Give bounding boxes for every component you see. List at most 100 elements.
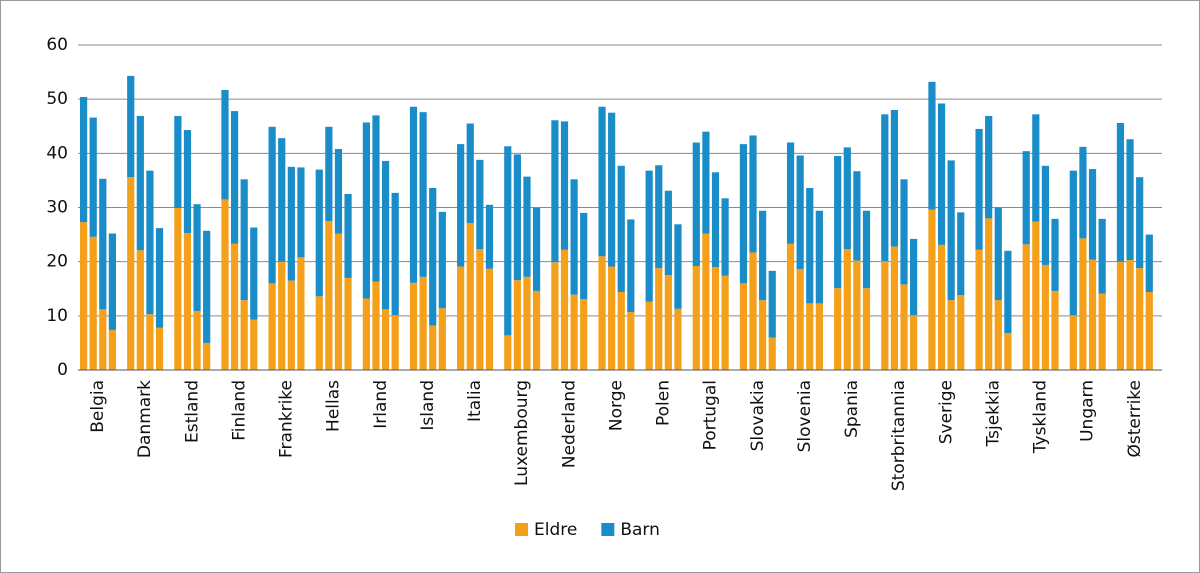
- x-tick-label: Tyskland: [1031, 380, 1051, 454]
- bar-segment: [947, 160, 955, 301]
- bar-segment: [1126, 139, 1134, 261]
- bar-segment: [692, 266, 700, 370]
- bar-segment: [862, 210, 871, 289]
- y-tick-label: 40: [46, 143, 68, 163]
- bar-segment: [560, 121, 569, 250]
- bar-segment: [268, 283, 276, 370]
- bar-segment: [1032, 221, 1040, 370]
- bar-segment: [617, 292, 625, 370]
- bar-segment: [240, 179, 248, 301]
- bar-segment: [315, 169, 323, 297]
- bar-segment: [768, 337, 776, 370]
- bar-segment: [608, 266, 616, 370]
- bar-segment: [523, 176, 531, 277]
- bar-segment: [1136, 177, 1144, 269]
- bar-segment: [250, 319, 258, 370]
- bar-segment: [136, 115, 144, 251]
- bar-segment: [570, 179, 578, 295]
- bar-segment: [513, 154, 521, 281]
- x-tick-label: Irland: [371, 380, 391, 429]
- bar-segment: [608, 112, 616, 267]
- bar-segment: [947, 300, 955, 370]
- bar-segment: [702, 131, 710, 234]
- bar-segment: [570, 294, 578, 370]
- bar-segment: [617, 165, 625, 292]
- y-tick-label: 60: [46, 35, 68, 55]
- bar-segment: [721, 275, 729, 370]
- bar-segment: [598, 256, 606, 370]
- bar-segment: [768, 270, 776, 338]
- bar-segment: [485, 204, 494, 269]
- bar-segment: [381, 160, 390, 310]
- bar-segment: [890, 110, 899, 247]
- bar-segment: [523, 276, 531, 370]
- bar-segment: [193, 310, 201, 370]
- bar-segment: [80, 97, 88, 223]
- bar-segment: [108, 233, 116, 330]
- bar-segment: [759, 210, 767, 301]
- bar-segment: [739, 283, 748, 370]
- bar-segment: [391, 315, 399, 370]
- x-tick-label: Spania: [842, 380, 862, 438]
- y-tick-label: 0: [57, 360, 68, 380]
- bar-segment: [466, 223, 474, 370]
- bar-segment: [928, 81, 936, 210]
- bar-segment: [721, 198, 729, 276]
- bar-segment: [1088, 259, 1097, 370]
- bar-segment: [221, 199, 229, 370]
- bar-segment: [994, 300, 1002, 370]
- bar-segment: [853, 260, 861, 370]
- bar-segment: [146, 314, 154, 370]
- bar-segment: [957, 295, 965, 370]
- bar-segment: [580, 299, 588, 370]
- bar-segment: [476, 159, 484, 250]
- bar-segment: [674, 308, 682, 370]
- x-tick-label: Belgia: [88, 380, 108, 433]
- bar-segment: [1116, 261, 1125, 370]
- bar-segment: [645, 301, 653, 370]
- bar-segment: [419, 276, 427, 370]
- bar-segment: [862, 288, 871, 370]
- bar-segment: [843, 147, 851, 250]
- bar-segment: [928, 209, 936, 370]
- bar-segment: [806, 303, 814, 370]
- bar-segment: [1022, 151, 1030, 245]
- bar-segment: [504, 146, 512, 336]
- bar-segment: [551, 120, 559, 263]
- bar-segment: [127, 75, 135, 178]
- bar-segment: [325, 221, 333, 370]
- bar-segment: [664, 275, 672, 370]
- x-tick-label: Norge: [606, 380, 626, 431]
- x-tick-label: Frankrike: [277, 380, 297, 458]
- bar-segment: [645, 170, 653, 302]
- bar-segment: [230, 111, 239, 244]
- bar-segment: [127, 177, 135, 370]
- bar-segment: [655, 165, 663, 269]
- bar-segment: [759, 300, 767, 370]
- bar-segment: [89, 117, 97, 237]
- bar-segment: [1145, 292, 1153, 370]
- x-tick-label: Island: [418, 380, 438, 431]
- x-tick-label: Italia: [465, 380, 485, 422]
- legend-label: Barn: [620, 520, 660, 540]
- bar-segment: [297, 257, 305, 370]
- bar-segment: [268, 126, 276, 284]
- bar-segment: [344, 277, 352, 370]
- bar-segment: [985, 218, 993, 370]
- bar-segment: [419, 112, 427, 277]
- bar-segment: [485, 268, 494, 370]
- bar-segment: [1004, 250, 1012, 334]
- bar-segment: [1051, 290, 1059, 370]
- bar-segment: [560, 249, 569, 370]
- bar-segment: [99, 309, 107, 370]
- x-tick-label: Finland: [229, 380, 249, 441]
- x-tick-label: Storbritannia: [889, 380, 909, 491]
- bar-segment: [900, 179, 908, 285]
- bar-segment: [1069, 315, 1077, 370]
- bar-segment: [551, 262, 559, 370]
- bar-segment: [1145, 234, 1153, 292]
- bar-segment: [89, 236, 97, 370]
- bar-segment: [749, 252, 757, 370]
- bar-segment: [1041, 165, 1050, 265]
- bar-segment: [362, 298, 370, 370]
